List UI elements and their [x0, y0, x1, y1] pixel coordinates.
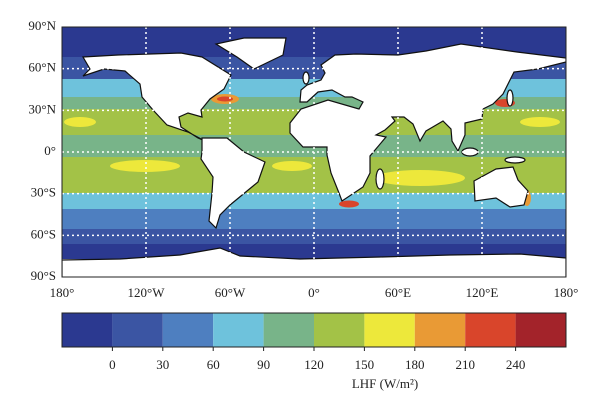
- lat-label: 30°N: [28, 101, 56, 116]
- colorbar-tick-label: 120: [304, 357, 324, 372]
- ocean: [110, 160, 180, 172]
- new-guinea: [504, 156, 526, 164]
- lat-label: 60°S: [31, 226, 56, 241]
- grid: [62, 27, 566, 277]
- ocean: [217, 96, 233, 102]
- lat-label: 0°: [44, 143, 56, 158]
- ocean: [62, 193, 566, 209]
- colorbar-swatch: [364, 313, 415, 347]
- ocean: [375, 170, 465, 186]
- colorbar-swatch: [213, 313, 264, 347]
- japan: [506, 89, 514, 107]
- britain: [302, 71, 310, 85]
- colorbar-swatch: [62, 313, 113, 347]
- colorbar-tick-label: 150: [355, 357, 375, 372]
- lon-label: 60°E: [385, 285, 411, 300]
- lon-label: 0°: [308, 285, 320, 300]
- lat-label: 30°S: [31, 185, 56, 200]
- lon-label: 120°E: [466, 285, 499, 300]
- lat-label: 60°N: [28, 60, 56, 75]
- colorbar-tick-label: 60: [207, 357, 220, 372]
- colorbar-tick-label: 210: [455, 357, 475, 372]
- borneo: [461, 147, 479, 157]
- colorbar-swatch: [465, 313, 516, 347]
- madagascar: [375, 168, 385, 190]
- lon-label: 120°W: [128, 285, 166, 300]
- colorbar-label: LHF (W/m²): [352, 376, 418, 391]
- lon-label: 180°: [50, 285, 75, 300]
- lon-label: 60°W: [215, 285, 246, 300]
- colorbar-swatch: [263, 313, 314, 347]
- ocean: [64, 117, 96, 127]
- colorbar-swatch: [162, 313, 214, 347]
- eurasia-africa: [289, 43, 566, 202]
- colorbar-tick-label: 90: [257, 357, 270, 372]
- colorbar-swatch: [515, 313, 566, 347]
- australia: [473, 166, 529, 208]
- ocean: [520, 117, 560, 127]
- ocean: [272, 161, 312, 171]
- colorbar-tick-label: 180: [405, 357, 425, 372]
- north-america: [81, 52, 232, 142]
- lon-label: 180°: [554, 285, 579, 300]
- colorbar-tick-label: 0: [109, 357, 116, 372]
- lat-label: 90°N: [28, 18, 56, 33]
- lat-label: 90°S: [31, 268, 56, 283]
- map-frame: [61, 26, 567, 278]
- colorbar-tick-label: 240: [506, 357, 526, 372]
- colorbar-swatch: [414, 313, 466, 347]
- ocean: [339, 200, 359, 208]
- colorbar-swatch: [314, 313, 365, 347]
- colorbar-swatch: [112, 313, 163, 347]
- south-america: [200, 137, 266, 230]
- colorbar-tick-label: 30: [156, 357, 169, 372]
